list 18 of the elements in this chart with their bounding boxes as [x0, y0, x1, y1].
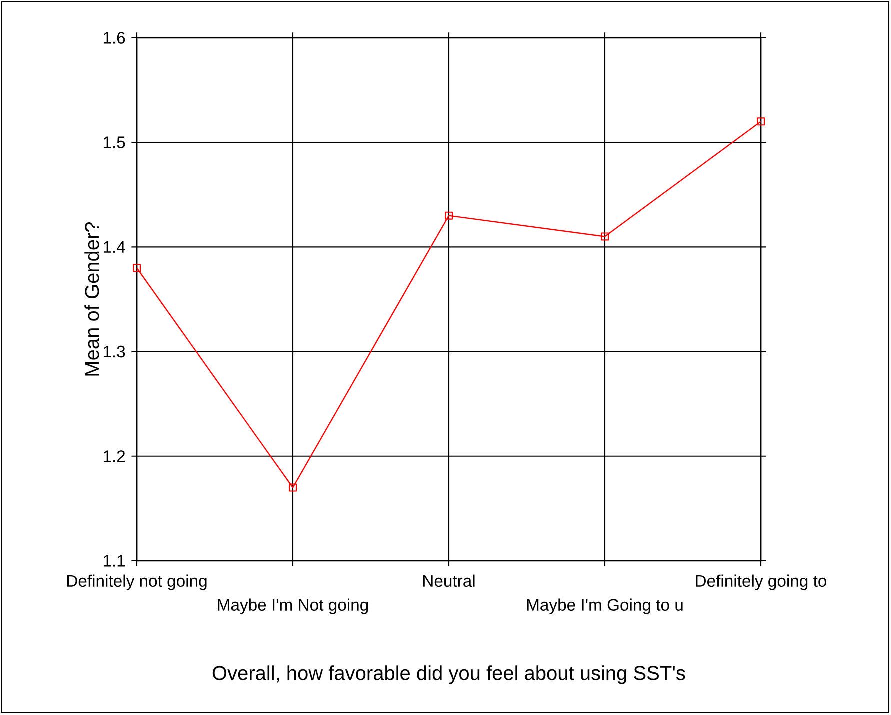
point — [757, 118, 766, 126]
y-tick-label: 1.2 — [104, 450, 126, 462]
x-axis-title: Overall, how favorable did you feel about using SST's — [212, 666, 686, 684]
point — [289, 484, 298, 492]
y-tick-label: 1.5 — [104, 136, 126, 148]
y-axis-title: Mean of Gender? — [84, 222, 100, 376]
x-tick-label: Maybe I'm Not going — [218, 598, 368, 614]
x-tick-label: Maybe I'm Going to u — [527, 598, 683, 614]
x-tick-label: Definitely going to — [696, 574, 827, 590]
point — [445, 212, 454, 220]
point — [133, 264, 142, 272]
y-tick-label: 1.4 — [104, 241, 126, 253]
y-tick-label: 1.6 — [104, 32, 126, 44]
y-tick-label: 1.1 — [104, 555, 126, 567]
point — [601, 232, 610, 241]
x-tick-label: Definitely not going — [67, 574, 207, 590]
y-tick-label: 1.3 — [104, 346, 126, 358]
x-tick-label: Neutral — [424, 574, 475, 588]
